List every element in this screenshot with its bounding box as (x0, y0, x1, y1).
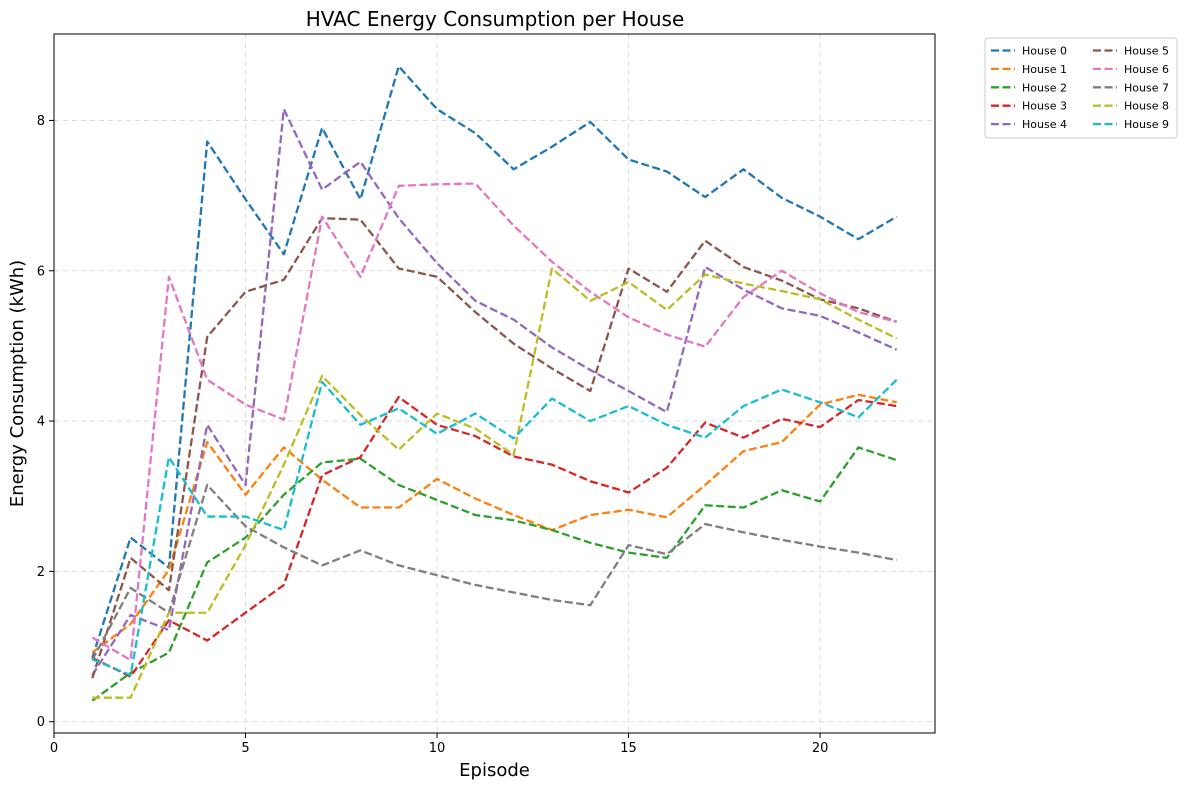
x-tick-label: 15 (620, 741, 637, 756)
legend-box (984, 37, 1178, 139)
legend-label: House 9 (1124, 118, 1169, 131)
series-line-house-7 (91, 483, 897, 661)
legend-label: House 6 (1124, 63, 1169, 76)
x-tick-label: 10 (429, 741, 446, 756)
x-tick-label: 20 (812, 741, 829, 756)
legend-label: House 8 (1124, 100, 1169, 113)
chart-title: HVAC Energy Consumption per House (306, 7, 685, 31)
series-line-house-5 (91, 216, 898, 679)
legend-label: House 4 (1022, 118, 1067, 131)
series-line-house-3 (91, 395, 897, 678)
series-line-house-1 (91, 393, 897, 654)
legend-label: House 1 (1022, 63, 1067, 76)
legend-label: House 7 (1124, 81, 1169, 94)
y-tick-label: 2 (37, 565, 45, 580)
legend-label: House 2 (1022, 81, 1067, 94)
y-tick-label: 6 (37, 264, 45, 279)
series-line-house-0 (91, 65, 898, 659)
series-line-house-2 (91, 446, 898, 702)
x-axis: 0 5 10 15 20 (50, 733, 829, 756)
legend-label: House 3 (1022, 100, 1067, 113)
series-line-house-8 (92, 267, 898, 699)
x-axis-label: Episode (459, 760, 530, 781)
y-tick-label: 0 (37, 715, 45, 730)
y-axis: 0 2 4 6 8 (37, 114, 54, 730)
x-tick-label: 5 (241, 741, 249, 756)
plot-frame (53, 33, 936, 734)
y-axis-label: Energy Consumption (kWh) (7, 260, 28, 507)
y-tick-label: 4 (37, 415, 45, 430)
legend: House 0 House 1 House 2 House 3 House 4 House… (984, 37, 1178, 139)
y-tick-label: 8 (37, 114, 45, 129)
legend-label: House 0 (1022, 45, 1067, 58)
x-tick-label: 0 (50, 741, 58, 756)
series-line-house-6 (91, 182, 897, 662)
plot-lines (91, 65, 898, 702)
legend-label: House 5 (1124, 45, 1169, 58)
series-line-house-9 (91, 378, 898, 677)
grid (53, 34, 935, 733)
series-line-house-4 (91, 108, 898, 676)
